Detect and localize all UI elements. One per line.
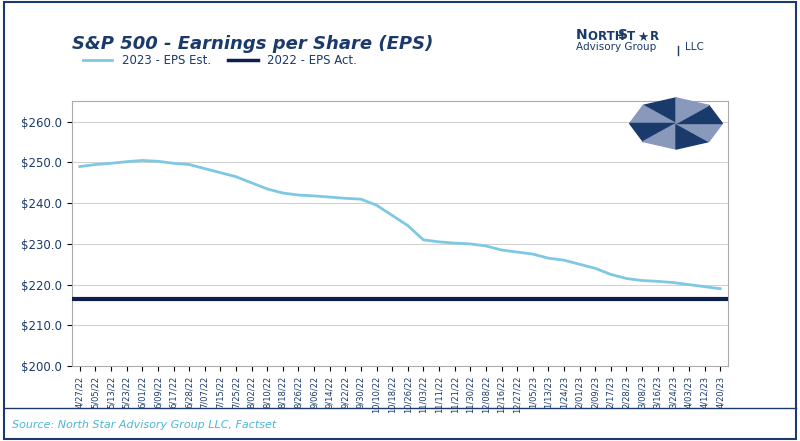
Text: N: N — [576, 28, 588, 42]
Text: Advisory Group: Advisory Group — [576, 42, 656, 52]
Text: S&P 500 - Earnings per Share (EPS): S&P 500 - Earnings per Share (EPS) — [72, 35, 434, 53]
Text: S: S — [618, 28, 628, 42]
Legend: 2023 - EPS Est., 2022 - EPS Act.: 2023 - EPS Est., 2022 - EPS Act. — [78, 49, 362, 71]
Text: R: R — [650, 30, 658, 43]
Text: ORTH: ORTH — [588, 30, 629, 43]
Text: T: T — [626, 30, 634, 43]
Text: Source: North Star Advisory Group LLC, Factset: Source: North Star Advisory Group LLC, F… — [12, 420, 276, 430]
Text: LLC: LLC — [685, 42, 704, 52]
Text: ★: ★ — [637, 31, 648, 44]
